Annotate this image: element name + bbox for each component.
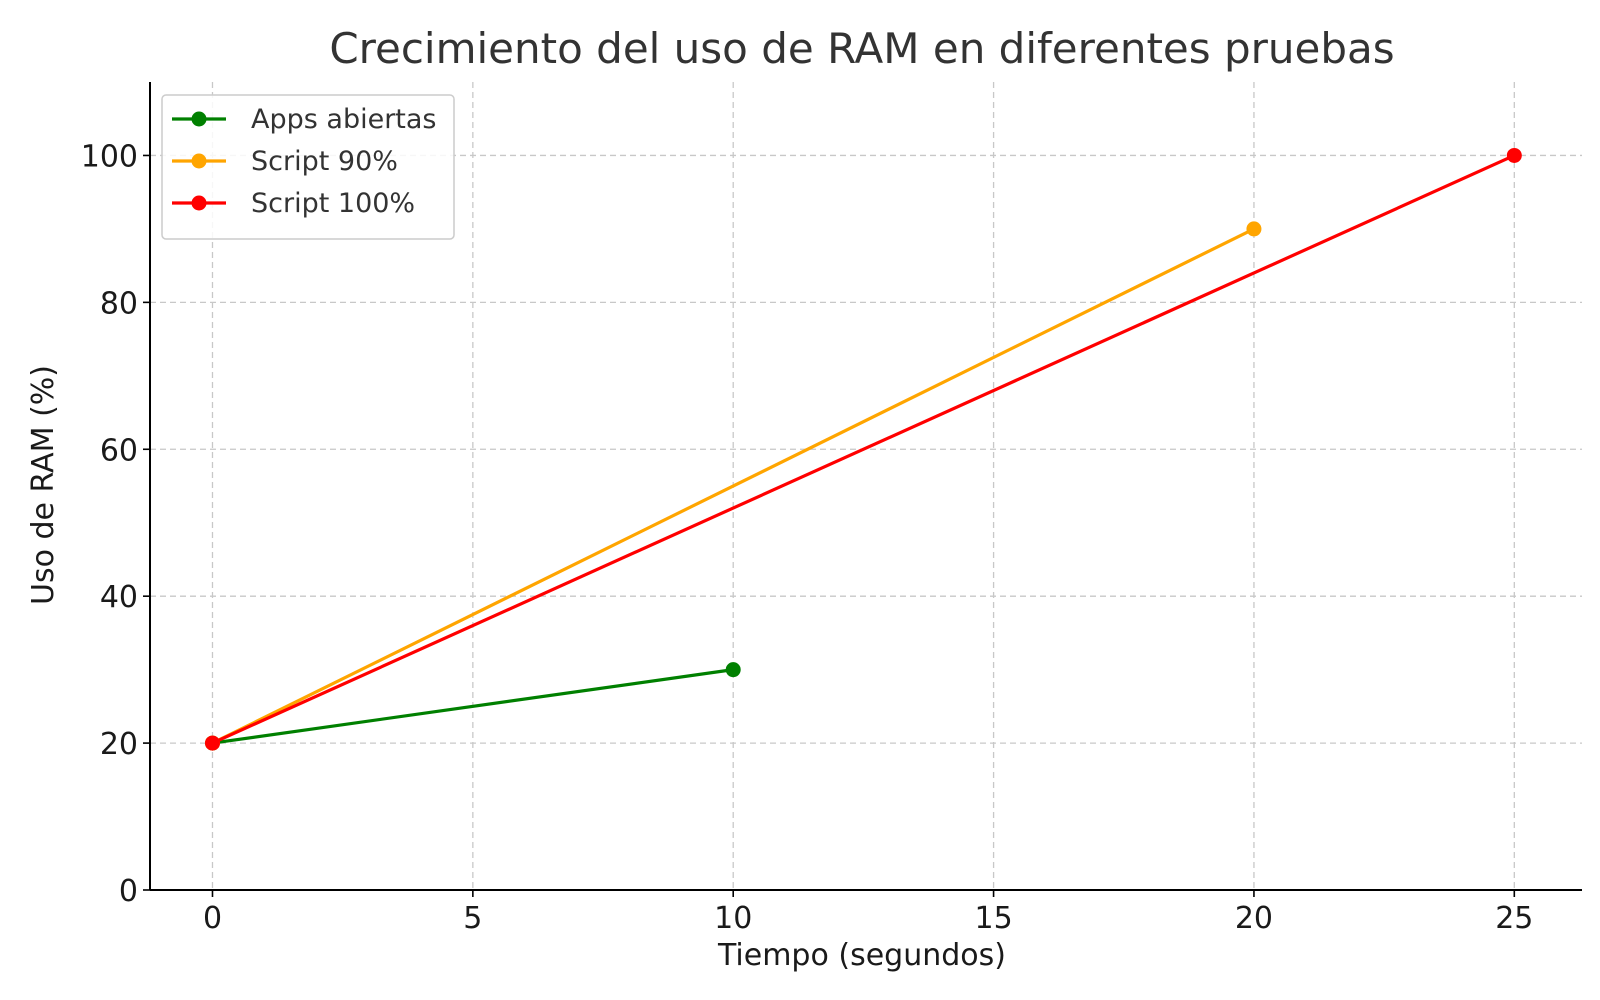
y-tick-label: 60 [100, 433, 138, 468]
legend-label: Apps abiertas [251, 104, 437, 135]
series-2 [204, 147, 1522, 751]
y-tick-label: 0 [119, 874, 138, 909]
legend-item: Script 90% [172, 146, 398, 177]
legend-item: Apps abiertas [172, 104, 437, 135]
data-point [725, 662, 741, 678]
tick-labels: 0 5 10 15 20 25 0 20 40 60 80 100 [81, 139, 1534, 936]
x-tick-label: 25 [1495, 901, 1533, 936]
axes [143, 82, 1582, 897]
data-point [1246, 221, 1262, 237]
y-tick-label: 20 [100, 727, 138, 762]
legend-label: Script 90% [251, 146, 398, 177]
chart-title: Crecimiento del uso de RAM en diferentes… [329, 24, 1394, 73]
data-point [204, 735, 220, 751]
legend: Apps abiertas Script 90% Script 100% [161, 94, 455, 240]
series-line [211, 227, 1255, 745]
x-tick-label: 20 [1235, 901, 1273, 936]
series-line [211, 153, 1515, 745]
y-tick-label: 40 [100, 580, 138, 615]
y-tick-label: 80 [100, 286, 138, 321]
x-tick-label: 10 [714, 901, 752, 936]
legend-item: Script 100% [172, 188, 415, 219]
y-tick-label: 100 [81, 139, 138, 174]
x-tick-label: 0 [203, 901, 222, 936]
y-axis-title: Uso de RAM (%) [26, 365, 61, 605]
x-axis-title: Tiempo (segundos) [717, 938, 1006, 973]
legend-marker [191, 195, 207, 211]
x-tick-label: 5 [463, 901, 482, 936]
legend-label: Script 100% [251, 188, 415, 219]
series-line [212, 668, 734, 745]
legend-box [161, 94, 455, 240]
legend-marker [191, 111, 207, 127]
data-series [204, 147, 1522, 751]
grid [150, 82, 1582, 890]
legend-marker [191, 153, 207, 169]
x-tick-label: 15 [974, 901, 1012, 936]
data-point [1506, 147, 1522, 163]
